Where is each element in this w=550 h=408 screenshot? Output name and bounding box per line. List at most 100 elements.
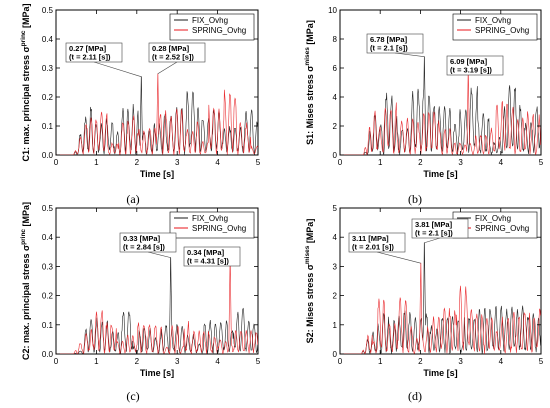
annotation-box (65, 42, 123, 63)
x-axis-label: Time [s] (423, 169, 457, 179)
legend-label-spring-ovhg: SPRING_Ovhg (475, 224, 529, 233)
annotation-value: 0.28 [MPa] (152, 44, 190, 53)
x-axis-label: Time [s] (140, 368, 174, 378)
y-tick-label: 5 (333, 204, 338, 213)
x-tick-label: 3 (175, 357, 180, 366)
chart-panel-3: 0 1 2 3 4 5 0.0 0.1 0.2 0.3 0.4 0.5 Time [s] C2: max.… (20, 202, 261, 403)
y-tick-label: 1 (333, 321, 338, 330)
y-tick-label: 3 (333, 262, 338, 271)
x-tick-label: 1 (94, 158, 99, 167)
y-tick-label: 0.2 (42, 93, 54, 102)
y-tick-label: 0.5 (42, 6, 54, 15)
annotation-leader (93, 61, 142, 77)
x-axis-label: Time [s] (140, 169, 174, 179)
y-axis-label-sup: princ (20, 30, 27, 46)
x-tick-label: 0 (338, 357, 343, 366)
annotation-time: (t = 2.11 [s]) (69, 53, 111, 62)
x-tick-label: 2 (418, 158, 423, 167)
y-tick-label: 0.3 (42, 64, 54, 73)
y-axis-label-unit: [MPa] (21, 202, 31, 229)
y-axis-label-unit: [MPa] (21, 3, 31, 30)
y-tick-label: 0 (333, 350, 338, 359)
panel-caption: (a) (126, 192, 139, 206)
y-axis-label-text: C1: max. principal stress σ (21, 46, 31, 161)
x-tick-label: 3 (175, 158, 180, 167)
annotation-box (183, 246, 241, 267)
annotation-box (119, 232, 177, 253)
legend-label-fix-ovhg: FIX_Ovhg (475, 214, 511, 223)
y-axis-label: C2: max. principal stress σprinc [MPa] (20, 202, 31, 360)
annotation-time: (t = 2.84 [s]) (123, 243, 165, 252)
x-tick-label: 2 (135, 158, 140, 167)
x-tick-label: 1 (378, 158, 383, 167)
annotation-leader (394, 52, 425, 57)
y-tick-label: 0 (333, 151, 338, 160)
chart-panel-2: 0 1 2 3 4 5 0 2 4 6 8 10 Time [s] S1: Mises stress σm… (304, 6, 544, 206)
y-axis-label-sup: mises (304, 47, 311, 66)
y-tick-label: 0.2 (42, 292, 54, 301)
annotation-time: (t = 2.52 [s]) (152, 53, 194, 62)
annotation-time: (t = 2.01 [s]) (352, 243, 394, 252)
chart-panel-4: 0 1 2 3 4 5 0 1 2 3 4 5 Time [s] S2: Mises stress σmi… (304, 204, 544, 403)
x-tick-label: 5 (256, 158, 261, 167)
x-tick-label: 3 (458, 357, 463, 366)
legend-box (452, 13, 538, 41)
annotation-time: (t = 2.1 [s]) (370, 44, 408, 53)
y-axis-label-unit: [MPa] (305, 20, 315, 47)
y-tick-label: 0.4 (42, 35, 54, 44)
y-axis-label: S2: Mises stress σmises [MPa] (304, 219, 315, 344)
legend-label-fix-ovhg: FIX_Ovhg (192, 16, 228, 25)
y-tick-label: 0.1 (42, 122, 54, 131)
y-axis-label: S1: Mises stress σmises [MPa] (304, 20, 315, 145)
annotation-box (411, 218, 469, 239)
y-tick-label: 0.3 (42, 262, 54, 271)
y-tick-label: 4 (333, 93, 338, 102)
annotation-box (148, 42, 206, 63)
annotation-box (348, 232, 406, 253)
series-line-spring-ovhg (340, 66, 541, 155)
x-tick-label: 0 (54, 158, 59, 167)
y-tick-label: 0.1 (42, 321, 54, 330)
y-tick-label: 10 (328, 6, 337, 15)
annotation-box (446, 55, 504, 76)
annotation-value: 6.09 [MPa] (450, 57, 488, 66)
x-tick-label: 4 (215, 158, 220, 167)
annotation-leader (147, 251, 171, 258)
x-tick-label: 3 (458, 158, 463, 167)
panel-caption: (c) (126, 389, 139, 403)
annotation-leader (424, 237, 441, 244)
annotation-value: 3.11 [MPa] (352, 234, 389, 243)
annotation-time: (t = 4.31 [s]) (187, 257, 229, 266)
annotation-value: 0.27 [MPa] (69, 44, 107, 53)
annotation-time: (t = 2.1 [s]) (415, 229, 453, 238)
legend-label-spring-ovhg: SPRING_Ovhg (475, 26, 529, 35)
chart-panel-1: 0 1 2 3 4 5 0.0 0.1 0.2 0.3 0.4 0.5 Time [s] C1: max.… (20, 3, 261, 206)
annotation-box (366, 33, 424, 54)
annotation-time: (t = 3.19 [s]) (450, 66, 492, 75)
legend-label-spring-ovhg: SPRING_Ovhg (192, 224, 246, 233)
y-tick-label: 2 (333, 122, 338, 131)
legend-box (169, 13, 255, 41)
x-axis-label: Time [s] (423, 368, 457, 378)
series-line-fix-ovhg (56, 76, 258, 155)
series-line-spring-ovhg (56, 254, 258, 354)
y-axis-label-text: C2: max. principal stress σ (21, 245, 31, 360)
series-line-fix-ovhg (56, 257, 258, 354)
series-line-fix-ovhg (340, 242, 541, 354)
legend-label-spring-ovhg: SPRING_Ovhg (192, 26, 246, 35)
y-axis-label: C1: max. principal stress σprinc [MPa] (20, 3, 31, 161)
series-line-spring-ovhg (340, 262, 541, 354)
y-tick-label: 0.5 (42, 204, 54, 213)
x-tick-label: 2 (135, 357, 140, 366)
x-tick-label: 5 (539, 158, 544, 167)
legend-label-fix-ovhg: FIX_Ovhg (475, 16, 511, 25)
x-tick-label: 4 (215, 357, 220, 366)
x-tick-label: 4 (499, 357, 504, 366)
x-tick-label: 5 (539, 357, 544, 366)
y-tick-label: 6 (333, 64, 338, 73)
y-axis-label-sup: mises (304, 245, 311, 264)
annotation-leader (157, 61, 178, 75)
y-tick-label: 2 (333, 292, 338, 301)
y-tick-label: 0.4 (42, 233, 54, 242)
